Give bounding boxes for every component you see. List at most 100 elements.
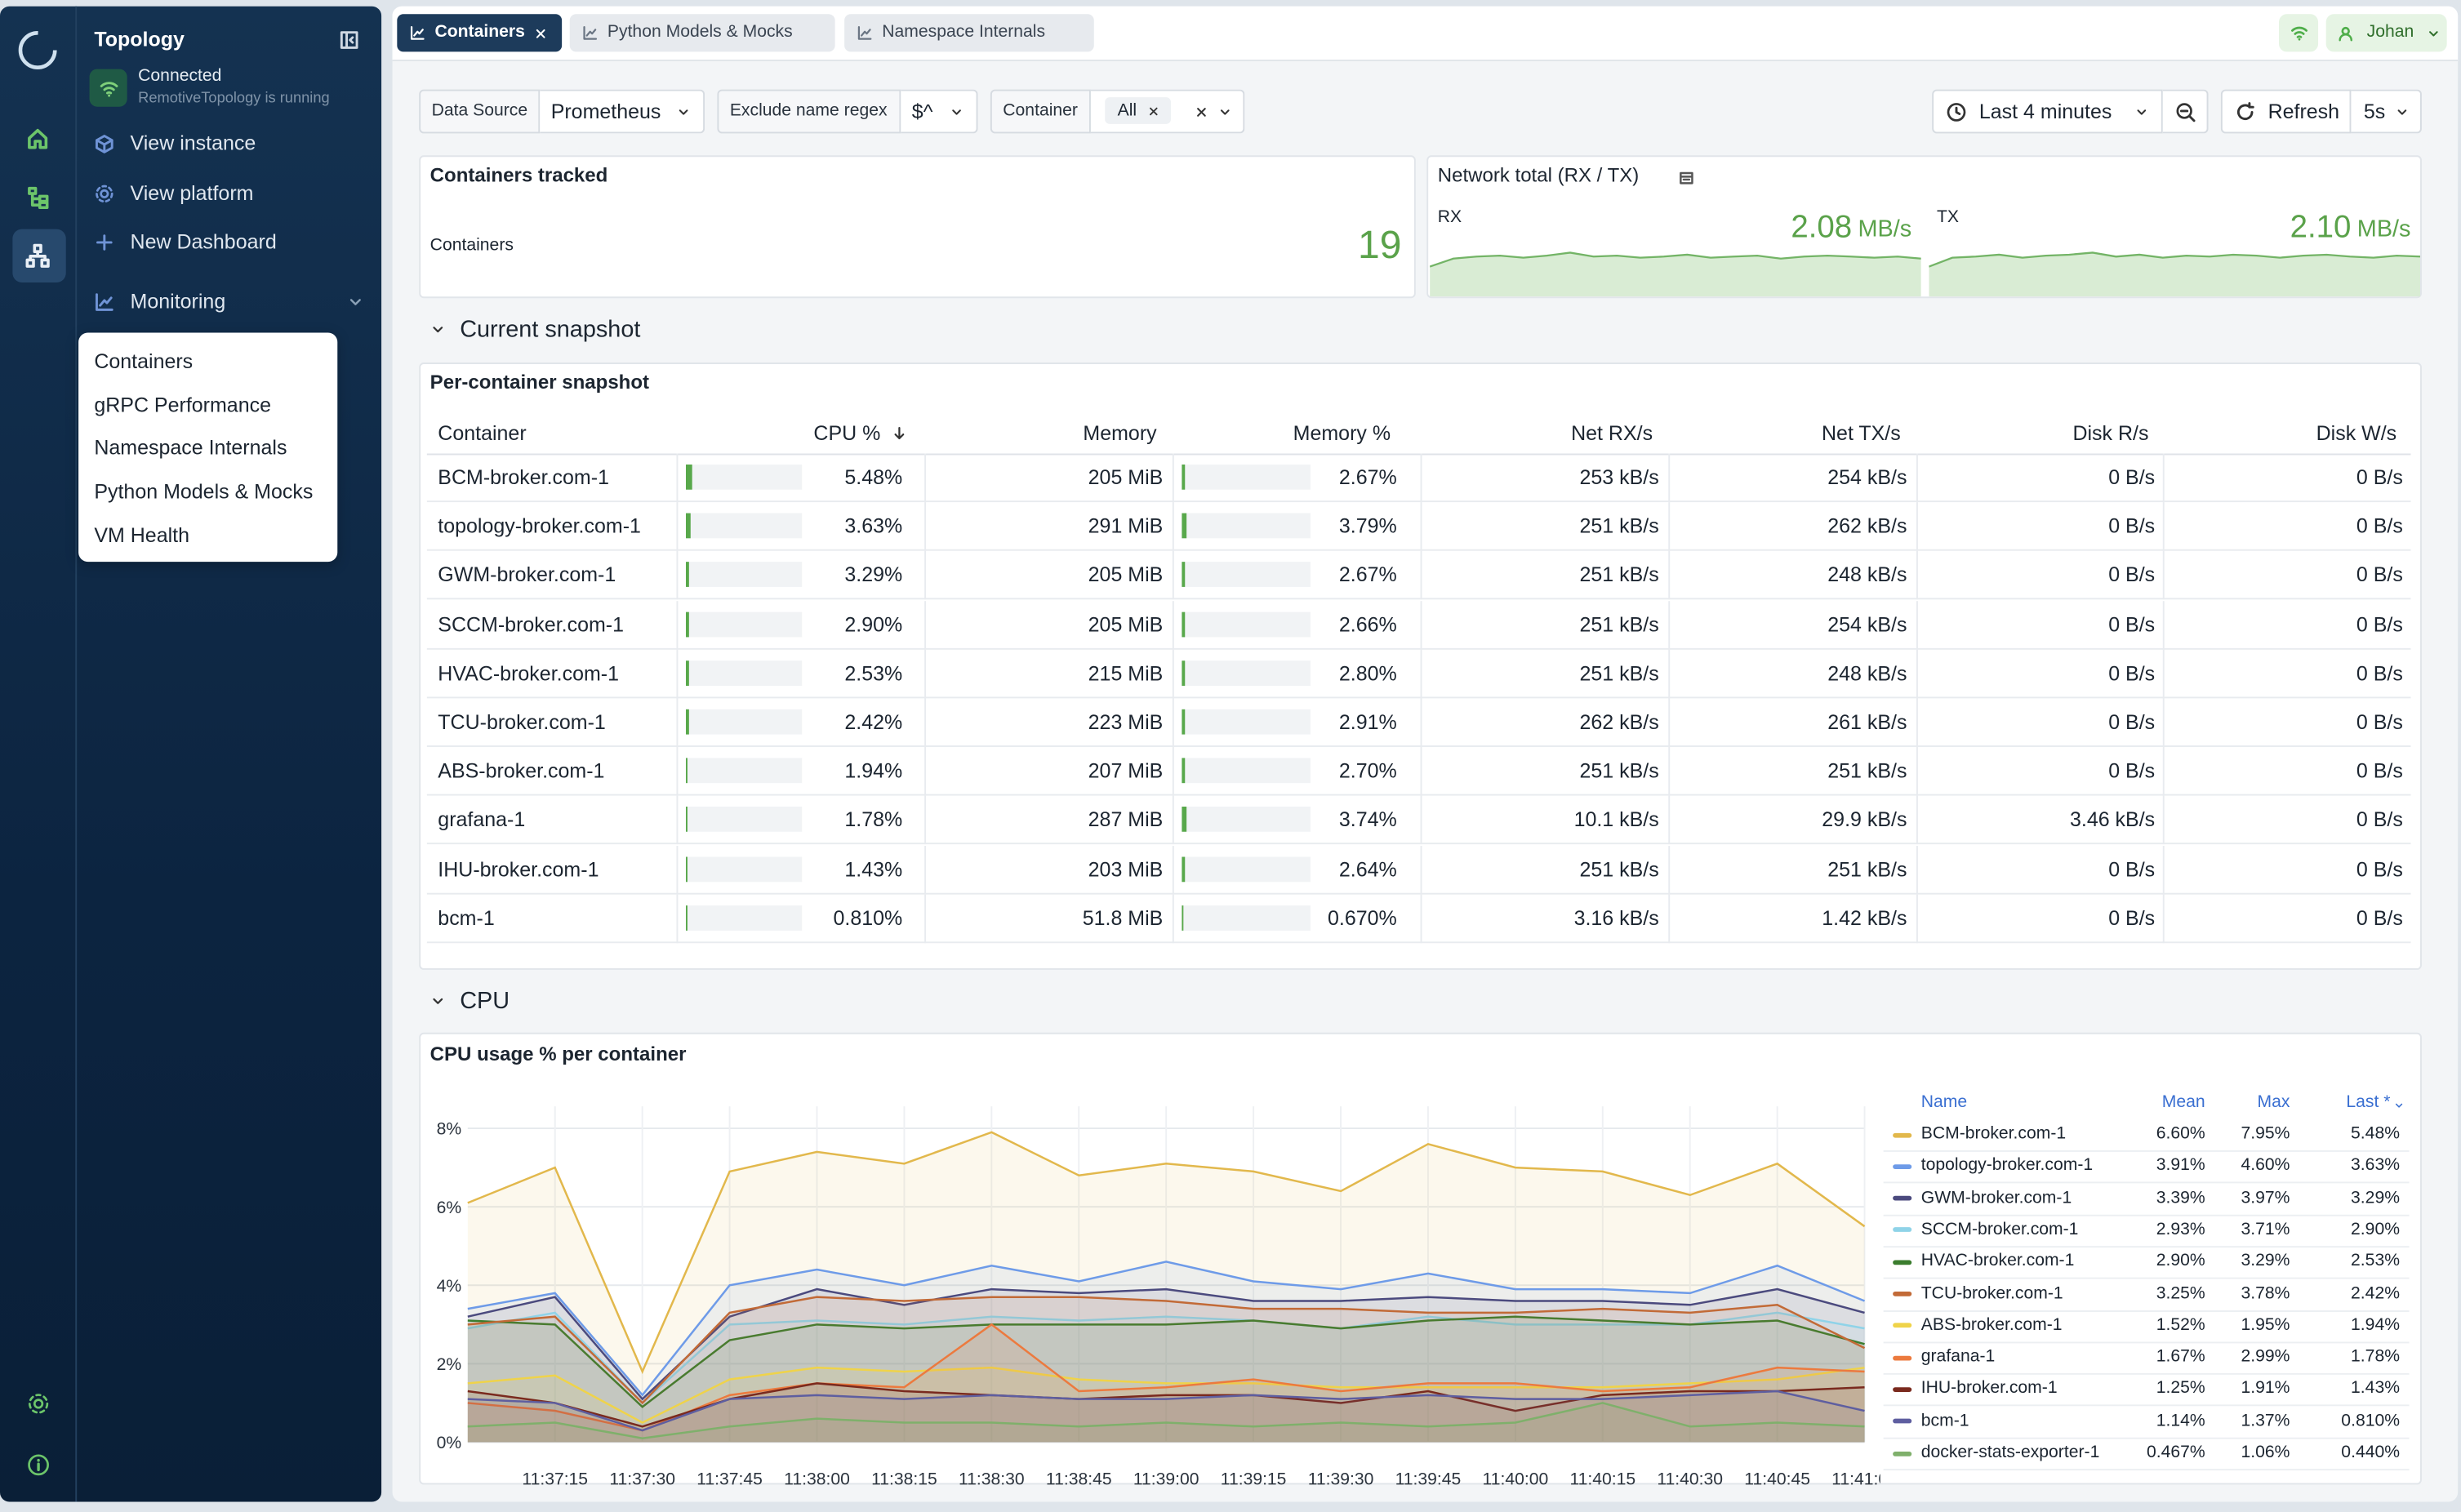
legend-name[interactable]: IHU-broker.com-1 xyxy=(1920,1379,2058,1399)
filter-value[interactable]: $^ xyxy=(911,100,933,123)
nav-item[interactable]: View platform xyxy=(130,181,254,205)
filter-label: Data Source xyxy=(431,100,528,121)
nav-item[interactable]: New Dashboard xyxy=(130,229,277,254)
menu-item[interactable]: VM Health xyxy=(94,523,190,547)
legend-name[interactable]: BCM-broker.com-1 xyxy=(1920,1124,2067,1144)
cell-separator xyxy=(2162,698,2165,747)
column-header[interactable]: Disk R/s xyxy=(2072,421,2149,445)
cell: 0 B/s xyxy=(2108,856,2156,881)
time-range[interactable]: Last 4 minutes xyxy=(1978,100,2112,123)
legend-swatch xyxy=(1893,1291,1912,1296)
tab-label[interactable]: Containers xyxy=(434,22,525,42)
y-tick-label: 4% xyxy=(437,1277,462,1296)
refresh-button[interactable] xyxy=(2220,89,2352,134)
column-header[interactable]: Net RX/s xyxy=(1571,421,1653,445)
section-title: Current snapshot xyxy=(460,316,641,343)
menu-item[interactable]: Namespace Internals xyxy=(94,436,287,460)
legend-name[interactable]: HVAC-broker.com-1 xyxy=(1920,1252,2075,1271)
legend-header[interactable]: Mean xyxy=(2161,1092,2205,1112)
gauge-fill xyxy=(685,611,690,637)
plus-icon xyxy=(96,233,112,250)
cell-separator xyxy=(1916,502,1918,552)
cell-separator xyxy=(1668,796,1671,845)
cell-separator xyxy=(1668,747,1671,796)
tab[interactable] xyxy=(397,14,563,52)
cell-separator xyxy=(2162,502,2165,552)
interval-button[interactable] xyxy=(2351,89,2422,134)
legend-name[interactable]: TCU-broker.com-1 xyxy=(1920,1283,2063,1303)
cell-separator xyxy=(1916,747,1918,796)
gauge-track xyxy=(685,562,803,588)
tab[interactable] xyxy=(569,14,835,52)
column-header[interactable]: Memory % xyxy=(1293,421,1391,445)
refresh-label[interactable]: Refresh xyxy=(2267,100,2340,123)
cell-separator xyxy=(1916,551,1918,601)
filter-value-box[interactable] xyxy=(540,89,705,134)
column-header[interactable]: Memory xyxy=(1083,421,1157,445)
legend-header[interactable]: Max xyxy=(2257,1092,2290,1112)
x-tick-label: 11:37:45 xyxy=(696,1470,763,1484)
filter-value[interactable]: Prometheus xyxy=(550,100,661,123)
refresh-interval[interactable]: 5s xyxy=(2363,100,2386,123)
gauge-fill xyxy=(685,905,688,931)
tab-label[interactable]: Namespace Internals xyxy=(882,22,1046,42)
column-header[interactable]: Container xyxy=(438,421,527,445)
filter-value-box[interactable] xyxy=(901,89,978,134)
menu-item[interactable]: gRPC Performance xyxy=(94,392,271,416)
legend-name[interactable]: topology-broker.com-1 xyxy=(1920,1156,2094,1176)
user-name[interactable]: Johan xyxy=(2366,22,2414,42)
menu-item[interactable]: Containers xyxy=(94,349,194,373)
nav-item[interactable]: View instance xyxy=(130,131,256,155)
x-tick-label: 11:41:00 xyxy=(1831,1470,1880,1484)
legend-header[interactable]: Name xyxy=(1920,1092,1968,1112)
cell-separator xyxy=(1916,600,1918,650)
legend-stat: 1.25% xyxy=(2156,1379,2205,1399)
cell-separator xyxy=(2162,796,2165,845)
legend-stat: 2.99% xyxy=(2241,1347,2290,1367)
cell: 205 MiB xyxy=(1088,611,1164,636)
cube-glyph xyxy=(95,134,113,153)
legend-swatch xyxy=(1893,1387,1912,1392)
cell-separator xyxy=(1668,600,1671,650)
nav-section[interactable]: Monitoring xyxy=(130,289,226,314)
gauge-fill xyxy=(1182,611,1186,637)
column-header[interactable]: Disk W/s xyxy=(2316,421,2397,445)
chart-icon xyxy=(857,26,872,40)
legend-name[interactable]: ABS-broker.com-1 xyxy=(1920,1315,2063,1335)
down-glyph xyxy=(894,426,905,440)
row-rule xyxy=(426,745,2411,747)
legend-name[interactable]: bcm-1 xyxy=(1920,1411,1969,1430)
cell: 1.43% xyxy=(844,856,903,881)
gear-core xyxy=(99,188,109,198)
filter-chip[interactable]: All xyxy=(1117,100,1137,121)
legend-name[interactable]: SCCM-broker.com-1 xyxy=(1920,1220,2079,1239)
legend-stat: 3.71% xyxy=(2241,1220,2290,1239)
tab-label[interactable]: Python Models & Mocks xyxy=(607,22,793,42)
refresh-glyph xyxy=(2236,101,2254,120)
chev-glyph xyxy=(2136,109,2146,114)
cell-separator xyxy=(2162,747,2165,796)
legend-name[interactable]: grafana-1 xyxy=(1920,1347,1996,1367)
legend-header[interactable]: Last * xyxy=(2346,1092,2391,1112)
legend-stat: 1.37% xyxy=(2241,1411,2290,1430)
tab[interactable] xyxy=(844,14,1094,52)
legend-stat: 3.29% xyxy=(2351,1188,2401,1207)
legend-name[interactable]: GWM-broker.com-1 xyxy=(1920,1188,2072,1207)
cell-separator xyxy=(2162,649,2165,698)
cell-separator xyxy=(924,894,927,943)
cell-separator xyxy=(2162,551,2165,601)
legend-swatch xyxy=(1893,1195,1912,1201)
column-header[interactable]: Net TX/s xyxy=(1822,421,1901,445)
cell: 0 B/s xyxy=(2356,514,2403,538)
time-picker[interactable] xyxy=(1932,89,2163,134)
cell: 3.79% xyxy=(1338,514,1397,538)
legend-stat: 6.60% xyxy=(2156,1124,2205,1144)
tree-glyph xyxy=(28,186,49,210)
legend-name[interactable]: docker-stats-exporter-1 xyxy=(1920,1443,2100,1462)
cell-separator xyxy=(924,453,927,503)
gauge-track xyxy=(1182,611,1311,637)
menu-item[interactable]: Python Models & Mocks xyxy=(94,479,314,504)
gauge-fill xyxy=(685,807,688,833)
column-header[interactable]: CPU % xyxy=(813,421,881,445)
user-icon xyxy=(2338,25,2352,41)
